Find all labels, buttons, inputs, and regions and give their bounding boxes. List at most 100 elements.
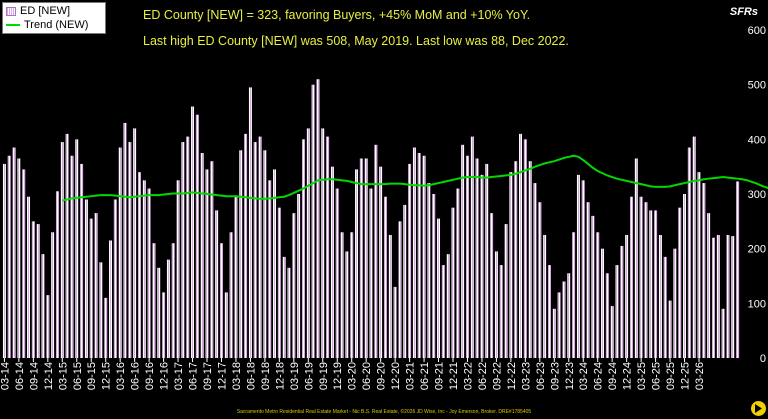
bar xyxy=(721,308,725,358)
bar xyxy=(326,136,330,358)
bar xyxy=(195,114,199,358)
bar xyxy=(277,207,281,358)
bar xyxy=(128,142,132,358)
x-tick-label: 12-24 xyxy=(622,362,634,390)
bar xyxy=(297,194,301,358)
x-tick-label: 06-20 xyxy=(361,362,373,390)
bar xyxy=(707,213,711,358)
bar xyxy=(528,161,532,358)
bar xyxy=(422,155,426,358)
bar xyxy=(504,224,508,358)
x-tick-label: 06-22 xyxy=(477,362,489,390)
bar xyxy=(480,174,484,358)
bar xyxy=(683,194,687,358)
bar xyxy=(229,232,233,358)
legend-label-bars: ED [NEW] xyxy=(20,5,71,17)
bar xyxy=(658,235,662,358)
x-tick-label: 09-21 xyxy=(434,362,446,390)
bar xyxy=(475,158,479,358)
bar xyxy=(70,155,74,358)
legend-entry-bars: ED [NEW] xyxy=(6,4,102,18)
x-tick-label: 03-14 xyxy=(0,362,11,390)
x-tick-label: 06-19 xyxy=(303,362,315,390)
x-tick-label: 12-20 xyxy=(390,362,402,390)
bar xyxy=(591,215,595,358)
bar xyxy=(210,161,214,358)
bar xyxy=(287,267,291,358)
bar xyxy=(31,221,35,358)
bar xyxy=(219,243,223,358)
bar xyxy=(152,243,156,358)
bar xyxy=(697,172,701,358)
bar xyxy=(605,273,609,358)
x-tick-label: 06-18 xyxy=(245,362,257,390)
bar xyxy=(673,248,677,358)
bar xyxy=(639,196,643,358)
y-tick-label: 400 xyxy=(748,134,766,146)
legend-entry-trend: Trend (NEW) xyxy=(6,18,102,32)
bar xyxy=(345,251,349,358)
bar xyxy=(461,144,465,358)
bar xyxy=(89,218,93,358)
bar xyxy=(625,235,629,358)
bar xyxy=(215,210,219,358)
bar xyxy=(596,232,600,358)
x-tick-label: 09-20 xyxy=(376,362,388,390)
bars-series xyxy=(2,79,740,359)
line-swatch-icon xyxy=(6,24,20,26)
bar xyxy=(51,232,55,358)
bar xyxy=(311,84,315,359)
bar xyxy=(181,142,185,358)
bar xyxy=(552,308,556,358)
bar xyxy=(142,180,146,358)
bar xyxy=(432,194,436,358)
bar xyxy=(335,188,339,358)
x-tick-label: 03-18 xyxy=(231,362,243,390)
bar xyxy=(239,150,243,358)
bar xyxy=(369,188,373,358)
bar xyxy=(736,181,740,358)
bar xyxy=(451,207,455,358)
bar xyxy=(470,136,474,358)
x-tick-label: 03-25 xyxy=(636,362,648,390)
bar xyxy=(12,147,16,358)
bar xyxy=(316,79,320,358)
bar xyxy=(65,133,69,358)
bar xyxy=(60,142,64,358)
bar xyxy=(678,207,682,358)
bar xyxy=(731,236,735,358)
bar xyxy=(610,306,614,358)
bar xyxy=(321,128,325,358)
bar xyxy=(581,180,585,358)
x-tick-label: 09-19 xyxy=(318,362,330,390)
bar xyxy=(350,232,354,358)
bar xyxy=(417,153,421,358)
bar xyxy=(456,188,460,358)
x-tick-label: 09-25 xyxy=(665,362,677,390)
bar xyxy=(388,235,392,358)
bar xyxy=(94,213,98,358)
bar xyxy=(118,147,122,358)
bar xyxy=(538,202,542,358)
bar xyxy=(427,183,431,358)
x-tick-label: 03-26 xyxy=(694,362,706,390)
property-type-label: SFRs xyxy=(729,6,758,18)
bar xyxy=(75,139,79,358)
bar xyxy=(171,243,175,358)
bar xyxy=(702,183,706,358)
x-tick-label: 12-23 xyxy=(564,362,576,390)
x-tick-label: 06-16 xyxy=(130,362,142,390)
x-tick-label: 12-22 xyxy=(506,362,518,390)
x-tick-label: 09-15 xyxy=(86,362,98,390)
bar xyxy=(46,295,50,358)
bar xyxy=(234,196,238,358)
bar xyxy=(446,254,450,358)
x-tick-label: 06-23 xyxy=(535,362,547,390)
bar xyxy=(644,202,648,358)
bar xyxy=(654,210,658,358)
bar xyxy=(133,128,137,358)
bar xyxy=(485,163,489,358)
x-tick-label: 09-17 xyxy=(202,362,214,390)
bar xyxy=(99,262,103,358)
bar xyxy=(533,183,537,358)
